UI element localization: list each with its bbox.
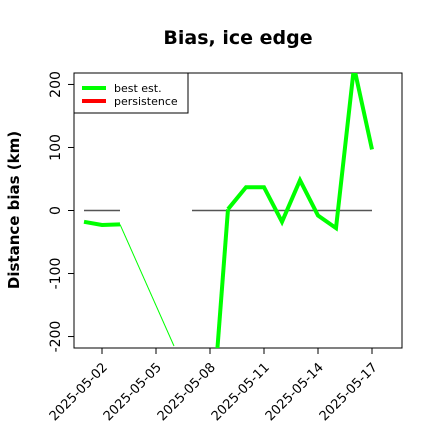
legend-label-persistence: persistence — [114, 95, 178, 108]
series-line-0-1 — [226, 73, 374, 232]
y-tick-label: 200 — [48, 71, 64, 98]
legend: best est. persistence — [73, 72, 189, 114]
chart-title: Bias, ice edge — [163, 27, 312, 49]
y-axis-label: Distance bias (km) — [5, 131, 23, 289]
legend-box — [73, 72, 189, 114]
x-tick-label: 2025-05-17 — [317, 360, 381, 424]
series-recovery-line — [215, 209, 230, 348]
series-line-1-0 — [119, 224, 175, 347]
y-tick-label: 0 — [48, 206, 64, 215]
y-tick-label: -200 — [48, 321, 64, 353]
y-axis: -200 -100 0 100 200 — [48, 71, 74, 352]
y-tick-label: 100 — [48, 134, 64, 161]
series-lines — [83, 73, 374, 348]
x-axis: 2025-05-022025-05-052025-05-082025-05-11… — [47, 348, 381, 424]
y-tick-label: -100 — [48, 258, 64, 290]
series-line-0-0 — [83, 219, 121, 228]
legend-label-best-est: best est. — [114, 82, 162, 95]
